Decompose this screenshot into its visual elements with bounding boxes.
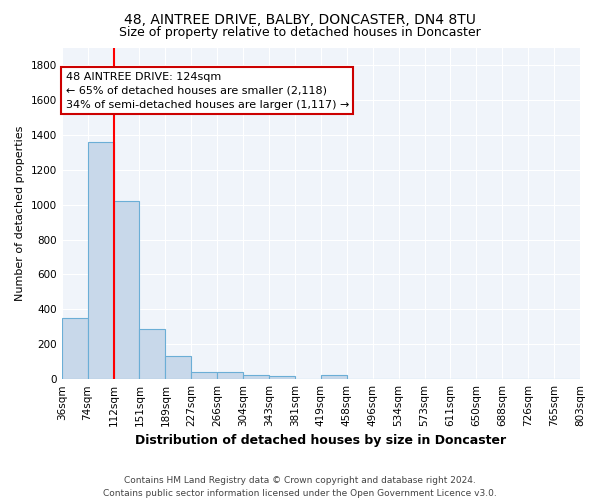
Bar [191, 372, 217, 379]
Bar [269, 376, 295, 379]
Bar [88, 142, 113, 379]
Bar [62, 318, 88, 379]
Text: Contains HM Land Registry data © Crown copyright and database right 2024.
Contai: Contains HM Land Registry data © Crown c… [103, 476, 497, 498]
Bar [139, 328, 166, 379]
Text: 48, AINTREE DRIVE, BALBY, DONCASTER, DN4 8TU: 48, AINTREE DRIVE, BALBY, DONCASTER, DN4… [124, 12, 476, 26]
Bar [217, 372, 243, 379]
Y-axis label: Number of detached properties: Number of detached properties [15, 126, 25, 301]
Bar [166, 356, 191, 379]
X-axis label: Distribution of detached houses by size in Doncaster: Distribution of detached houses by size … [135, 434, 506, 448]
Text: 48 AINTREE DRIVE: 124sqm
← 65% of detached houses are smaller (2,118)
34% of sem: 48 AINTREE DRIVE: 124sqm ← 65% of detach… [65, 72, 349, 110]
Bar [113, 201, 139, 379]
Text: Size of property relative to detached houses in Doncaster: Size of property relative to detached ho… [119, 26, 481, 39]
Bar [243, 375, 269, 379]
Bar [321, 375, 347, 379]
